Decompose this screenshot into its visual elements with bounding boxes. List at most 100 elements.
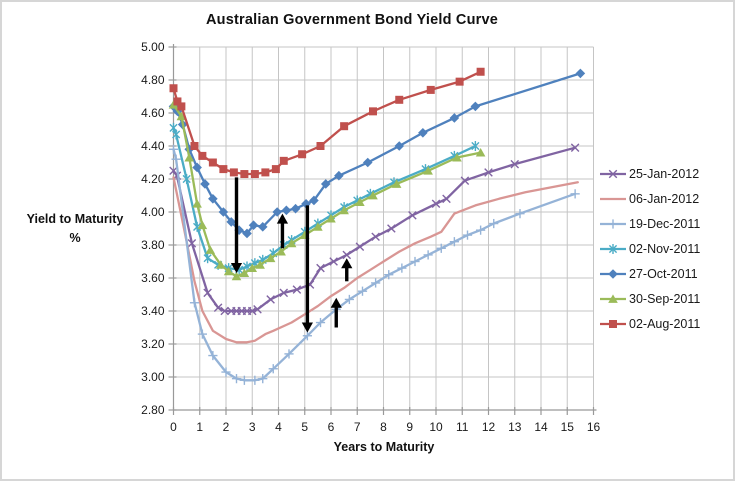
legend: 25-Jan-2012 06-Jan-2012 19-Dec-2011 02-Nov-… [599,165,700,333]
legend-key-19-dec-2011 [600,219,626,229]
legend-item-02-aug-2011[interactable]: 02-Aug-2011 [599,315,700,333]
marker-x [484,168,493,177]
annotation-arrow-head-1 [230,263,243,274]
marker-square [169,84,178,93]
marker-square [229,168,238,177]
legend-item-19-dec-2011[interactable]: 19-Dec-2011 [599,215,700,233]
x-tick-label: 14 [534,420,548,434]
marker-plus [250,375,260,385]
marker-plus [268,364,278,374]
marker-diamond [200,179,210,189]
x-tick-label: 5 [301,420,308,434]
marker-triangle [313,222,323,231]
marker-plus [489,218,499,229]
x-tick-label: 3 [249,420,256,434]
x-tick-label: 7 [354,420,361,434]
marker-diamond [281,205,292,216]
x-tick-label: 8 [380,420,387,434]
legend-item-02-nov-2011[interactable]: 02-Nov-2011 [599,240,700,258]
marker-plus [608,219,618,229]
marker-square [190,142,199,150]
legend-label: 02-Nov-2011 [629,242,701,256]
marker-triangle [452,152,462,162]
marker-square [219,165,228,174]
y-tick-label: 5.00 [141,40,165,54]
series-line-02-nov-2011[interactable] [172,126,477,271]
marker-plus [423,250,433,260]
marker-triangle [475,148,486,157]
marker-plus [397,263,407,273]
annotation-arrow-head-3 [301,322,313,333]
marker-diamond [608,269,618,279]
legend-key-30-sep-2011 [600,294,626,303]
y-tick-label: 4.80 [141,73,165,87]
marker-x [253,305,262,314]
x-tick-label: 9 [406,420,413,434]
legend-item-25-jan-2012[interactable]: 25-Jan-2012 [599,165,700,183]
marker-x [316,263,325,273]
marker-square [177,102,186,111]
marker-diamond [290,203,301,214]
marker-triangle [326,214,336,223]
marker-x [292,285,302,294]
marker-diamond [248,220,259,230]
marker-diamond [257,222,268,232]
marker-x [387,224,396,233]
marker-x [371,232,380,242]
marker-plus [302,331,312,341]
legend-label: 30-Sep-2011 [629,292,701,306]
marker-x [355,242,365,251]
marker-square [609,320,617,328]
marker-triangle [276,247,286,256]
marker-diamond [394,141,405,151]
marker-x [187,239,197,248]
marker-square [173,97,182,106]
marker-triangle [368,190,378,200]
marker-x [442,194,451,204]
marker-x [408,211,417,220]
marker-plus [171,154,181,164]
marker-x [570,143,580,152]
marker-x [169,166,178,176]
marker-triangle [231,271,242,281]
marker-triangle [197,220,208,230]
marker-x [342,250,352,260]
marker-triangle [247,263,258,272]
marker-triangle [355,197,365,206]
marker-square [476,67,485,76]
marker-diamond [218,207,229,217]
y-axis-title-text: Yield to Maturity [26,212,124,226]
marker-plus [221,367,231,377]
legend-item-27-oct-2011[interactable]: 27-Oct-2011 [599,265,700,283]
legend-item-06-jan-2012[interactable]: 06-Jan-2012 [599,190,700,208]
marker-asterisk [608,244,618,254]
marker-square [271,165,280,174]
marker-triangle [255,260,265,269]
marker-plus [168,144,179,154]
marker-diamond [208,194,218,204]
y-tick-label: 4.00 [141,205,165,219]
marker-plus [462,230,473,240]
y-tick-label: 4.60 [141,106,165,120]
marker-triangle [215,260,226,269]
marker-square [298,150,307,159]
marker-triangle [265,253,276,263]
legend-key-06-jan-2012 [600,197,626,201]
marker-square [395,95,404,104]
marker-square [455,77,464,86]
marker-plus [384,270,394,280]
marker-square [240,170,249,179]
annotation-arrow-head-5 [341,258,353,269]
series-line-06-jan-2012[interactable] [172,176,579,344]
x-tick-label: 11 [456,420,469,434]
x-tick-label: 15 [561,420,575,434]
marker-triangle [423,166,433,175]
marker-asterisk [471,141,480,151]
marker-plus [476,225,486,235]
legend-item-30-sep-2011[interactable]: 30-Sep-2011 [599,290,700,308]
marker-square [316,142,325,150]
marker-plus [197,329,207,339]
marker-plus [189,298,200,308]
marker-diamond [470,101,481,112]
